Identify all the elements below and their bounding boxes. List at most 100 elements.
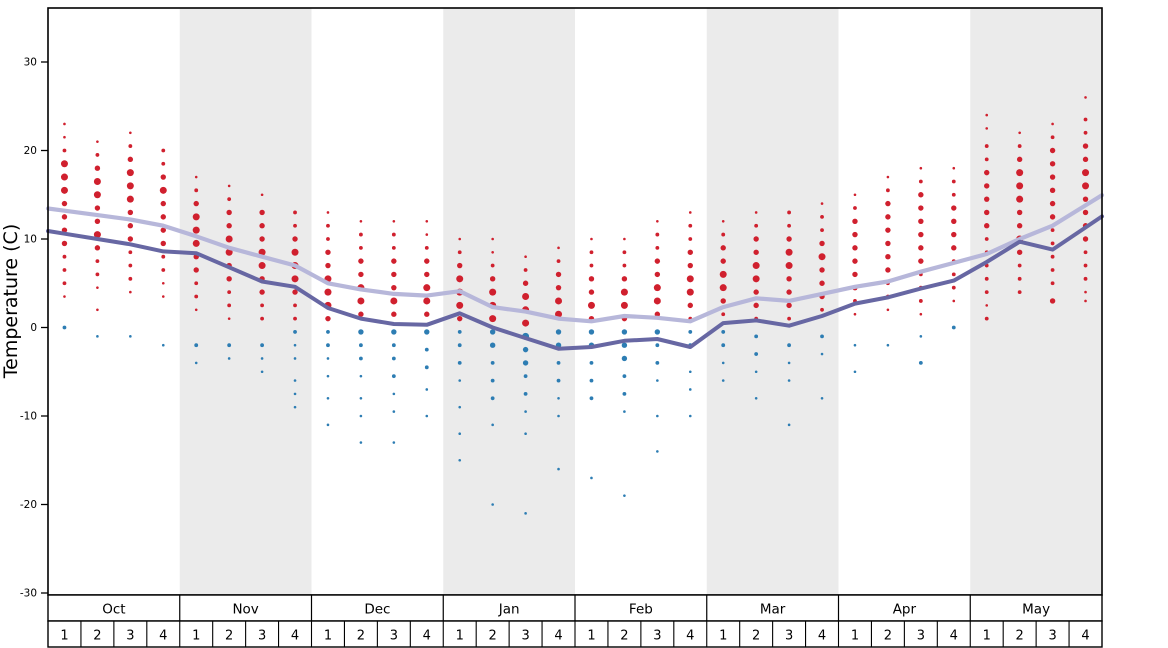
red-temp-dot — [984, 276, 989, 281]
red-temp-dot — [687, 262, 693, 269]
red-temp-dot — [918, 205, 924, 211]
red-temp-dot — [555, 297, 563, 305]
red-temp-dot — [424, 245, 429, 250]
week-label: 3 — [653, 629, 661, 644]
blue-temp-dot — [457, 343, 462, 348]
red-temp-dot — [852, 245, 858, 251]
blue-temp-dot — [622, 391, 627, 396]
red-temp-dot — [93, 191, 101, 199]
red-temp-dot — [1083, 263, 1088, 268]
red-temp-dot — [192, 213, 200, 221]
red-temp-dot — [787, 223, 791, 228]
dot-column — [686, 211, 694, 418]
red-temp-dot — [590, 237, 593, 241]
month-shading-layer — [179, 8, 1102, 595]
red-temp-dot — [1050, 254, 1055, 259]
red-temp-dot — [325, 262, 331, 269]
red-temp-dot — [984, 196, 990, 202]
blue-temp-dot — [622, 374, 627, 379]
blue-temp-dot — [129, 335, 132, 338]
red-temp-dot — [160, 200, 166, 207]
red-temp-dot — [325, 249, 331, 255]
blue-temp-dot — [655, 343, 660, 348]
blue-temp-dot — [161, 343, 165, 347]
red-temp-dot — [523, 268, 528, 272]
red-temp-dot — [260, 193, 264, 197]
red-temp-dot — [623, 237, 626, 241]
week-label: 1 — [851, 629, 859, 644]
red-temp-dot — [293, 223, 297, 228]
red-temp-dot — [951, 285, 956, 290]
red-temp-dot — [1082, 182, 1090, 190]
week-label: 3 — [521, 629, 529, 644]
blue-temp-dot — [919, 335, 923, 338]
red-temp-dot — [984, 316, 989, 321]
blue-temp-dot — [721, 379, 725, 382]
week-label: 2 — [489, 629, 497, 644]
red-temp-dot — [160, 240, 166, 247]
red-temp-dot — [622, 263, 627, 268]
week-label: 1 — [324, 629, 332, 644]
red-temp-dot — [1017, 290, 1022, 294]
red-temp-dot — [1083, 130, 1088, 135]
red-temp-dot — [194, 294, 199, 299]
red-temp-dot — [1082, 196, 1089, 202]
week-label: 3 — [1048, 629, 1056, 644]
week-label: 2 — [225, 629, 233, 644]
red-temp-dot — [656, 220, 659, 223]
blue-temp-dot — [820, 334, 824, 339]
red-temp-dot — [620, 288, 628, 296]
red-temp-dot — [1083, 276, 1088, 281]
y-tick-label: -30 — [20, 588, 37, 600]
average_min-line — [46, 214, 1104, 351]
red-temp-dot — [687, 302, 693, 309]
red-temp-dot — [225, 235, 233, 243]
month-label: May — [1022, 602, 1050, 618]
blue-temp-dot — [458, 379, 462, 382]
blue-temp-dot — [787, 343, 791, 348]
week-label: 4 — [423, 629, 431, 644]
red-temp-dot — [1050, 268, 1055, 272]
red-temp-dot — [1017, 263, 1022, 268]
blue-temp-dot — [293, 405, 297, 409]
week-label: 2 — [357, 629, 365, 644]
red-temp-dot — [688, 223, 693, 228]
week-label: 2 — [93, 629, 101, 644]
blue-temp-dot — [424, 365, 429, 370]
red-temp-dot — [127, 209, 134, 216]
blue-temp-dot — [293, 379, 297, 382]
red-temp-dot — [93, 231, 101, 239]
red-temp-dot — [853, 193, 857, 197]
red-temp-dot — [489, 288, 497, 296]
red-temp-dot — [326, 237, 330, 241]
week-label: 2 — [1016, 629, 1024, 644]
blue-temp-dot — [589, 396, 594, 401]
red-temp-dot — [754, 211, 758, 214]
red-temp-dot — [490, 263, 495, 268]
blue-temp-dot — [457, 330, 462, 334]
blue-temp-dot — [358, 329, 364, 335]
red-temp-dot — [918, 245, 924, 251]
red-temp-dot — [159, 186, 167, 194]
red-temp-dot — [589, 250, 594, 255]
blue-temp-dot — [392, 410, 396, 413]
red-temp-dot — [128, 144, 133, 148]
blue-temp-dot — [326, 423, 330, 427]
red-temp-dot — [258, 248, 266, 256]
red-temp-dot — [95, 272, 100, 277]
dot-column — [126, 131, 134, 338]
red-temp-dot — [587, 301, 595, 309]
blue-temp-dot — [260, 357, 264, 360]
red-temp-dot — [721, 232, 726, 237]
red-temp-dot — [194, 281, 199, 286]
red-temp-dot — [555, 284, 562, 291]
red-temp-dot — [918, 192, 924, 198]
red-temp-dot — [392, 220, 396, 223]
red-temp-dot — [557, 246, 560, 250]
dot-column — [390, 220, 398, 444]
red-temp-dot — [425, 220, 429, 223]
shaded-month-band — [179, 8, 312, 595]
blue-temp-dot — [491, 423, 494, 427]
blue-temp-dot — [326, 357, 330, 360]
blue-temp-dot — [392, 392, 396, 396]
